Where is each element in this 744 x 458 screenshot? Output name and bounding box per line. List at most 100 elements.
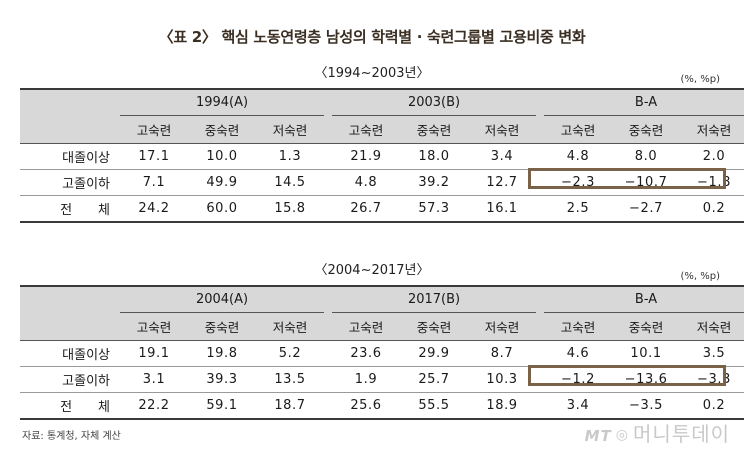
value-cell: 24.2 (120, 195, 188, 223)
value-cell: 25.6 (332, 392, 400, 420)
subheader-cell: 고숙련 (120, 312, 188, 341)
corner-cell (20, 115, 120, 144)
value-cell: 18.9 (468, 392, 537, 420)
table-title: 〈표 2〉 핵심 노동연령층 남성의 학력별 · 숙련그룹별 고용비중 변화 (158, 28, 586, 46)
gap-cell (324, 88, 332, 116)
row-label: 대졸이상 (62, 348, 110, 363)
value-cell: 4.8 (566, 149, 590, 164)
row-label: 전 체 (20, 392, 120, 420)
value-cell: 59.1 (188, 392, 256, 420)
group-header: B-A (544, 88, 744, 116)
corner-cell (20, 285, 120, 313)
value-cell: 16.1 (468, 195, 537, 223)
value-cell: 25.7 (400, 366, 468, 393)
value-cell: 19.8 (206, 346, 238, 361)
value-cell: 49.9 (188, 169, 256, 196)
gap-cell (536, 88, 545, 116)
row-label: 전 체 (20, 195, 120, 223)
subheader-cell: 고숙련 (544, 115, 613, 144)
gap-cell (324, 392, 332, 420)
gap-cell (324, 312, 332, 341)
gap-cell (324, 144, 332, 170)
value-cell: 39.2 (400, 169, 468, 196)
unit-label-1: (%, %p) (680, 74, 720, 85)
subheader-cell: 저숙련 (468, 312, 537, 341)
gap-cell (536, 144, 544, 170)
value-cell: 3.4 (544, 392, 613, 420)
gap-cell (324, 341, 332, 367)
value-cell: 19.1 (138, 346, 170, 361)
value-cell: 5.2 (278, 346, 302, 361)
subheader-cell: 고숙련 (544, 312, 613, 341)
gap-cell (536, 195, 545, 223)
value-cell: 4.6 (566, 346, 590, 361)
value-cell: −13.6 (612, 366, 681, 393)
value-cell: 2.0 (702, 149, 726, 164)
employment-table-2004-2017: 2004(A) 2017(B) B-A 고숙련 중숙련 저숙련 고숙련 중숙련 … (20, 285, 744, 420)
gap-cell (324, 169, 332, 196)
subheader-cell: 중숙련 (400, 312, 468, 341)
value-cell: 57.3 (400, 195, 468, 223)
subheader-row: 고숙련 중숙련 저숙련 고숙련 중숙련 저숙련 고숙련 중숙련 저숙련 (20, 312, 744, 341)
value-cell: 8.7 (490, 346, 514, 361)
table-row: 전 체 24.2 60.0 15.8 26.7 57.3 16.1 2.5 −2… (20, 195, 744, 223)
gap-cell (324, 115, 332, 144)
subheader-cell: 중숙련 (612, 115, 681, 144)
value-cell: 10.1 (630, 346, 662, 361)
value-cell: 60.0 (188, 195, 256, 223)
subheader-cell: 저숙련 (468, 115, 537, 144)
subheader-cell: 중숙련 (400, 115, 468, 144)
value-cell: −2.7 (612, 195, 681, 223)
gap-cell (324, 285, 332, 313)
value-cell: 39.3 (188, 366, 256, 393)
watermark-logo: MT ◎ 머니투데이 (585, 418, 730, 447)
group-header-row: 2004(A) 2017(B) B-A (20, 285, 744, 313)
corner-cell (20, 88, 120, 116)
watermark-text: 머니투데이 (633, 422, 730, 446)
value-cell: −3.3 (680, 366, 744, 393)
table-row: 대졸이상 17.1 10.0 1.3 21.9 18.0 3.4 4.8 8.0… (20, 144, 744, 170)
group-header: 2017(B) (332, 285, 537, 313)
value-cell: 8.0 (634, 149, 658, 164)
row-label: 대졸이상 (62, 151, 110, 166)
value-cell: 18.7 (256, 392, 324, 420)
group-header: 2003(B) (332, 88, 537, 116)
value-cell: 1.9 (332, 366, 400, 393)
value-cell: 3.1 (120, 366, 188, 393)
table-row: 고졸이하 7.1 49.9 14.5 4.8 39.2 12.7 −2.3 −1… (20, 169, 744, 196)
value-cell: 12.7 (468, 169, 537, 196)
subheader-cell: 중숙련 (188, 312, 256, 341)
value-cell: 10.0 (206, 149, 238, 164)
value-cell: 13.5 (256, 366, 324, 393)
corner-cell (20, 312, 120, 341)
value-cell: 22.2 (120, 392, 188, 420)
employment-table-1994-2003: 1994(A) 2003(B) B-A 고숙련 중숙련 저숙련 고숙련 중숙련 … (20, 88, 744, 223)
gap-cell (536, 115, 545, 144)
value-cell: 23.6 (350, 346, 382, 361)
value-cell: −3.5 (612, 392, 681, 420)
gap-cell (324, 366, 332, 393)
subheader-cell: 저숙련 (680, 115, 744, 144)
gap-cell (536, 341, 544, 367)
gap-cell (536, 285, 545, 313)
value-cell: −1.8 (680, 169, 744, 196)
subheader-cell: 고숙련 (332, 312, 400, 341)
value-cell: 21.9 (350, 149, 382, 164)
group-header: B-A (544, 285, 744, 313)
value-cell: 1.3 (278, 149, 302, 164)
value-cell: 3.4 (490, 149, 514, 164)
value-cell: 4.8 (332, 169, 400, 196)
value-cell: 18.0 (418, 149, 450, 164)
value-cell: 3.5 (702, 346, 726, 361)
highlight-box-1 (528, 168, 726, 189)
value-cell: 17.1 (138, 149, 170, 164)
value-cell: 2.5 (544, 195, 613, 223)
row-label: 고졸이하 (20, 169, 120, 196)
value-cell: 10.3 (468, 366, 537, 393)
group-header: 2004(A) (120, 285, 324, 313)
unit-label-2: (%, %p) (680, 271, 720, 282)
value-cell: 0.2 (680, 392, 744, 420)
subheader-cell: 저숙련 (680, 312, 744, 341)
value-cell: 14.5 (256, 169, 324, 196)
subheader-cell: 중숙련 (612, 312, 681, 341)
